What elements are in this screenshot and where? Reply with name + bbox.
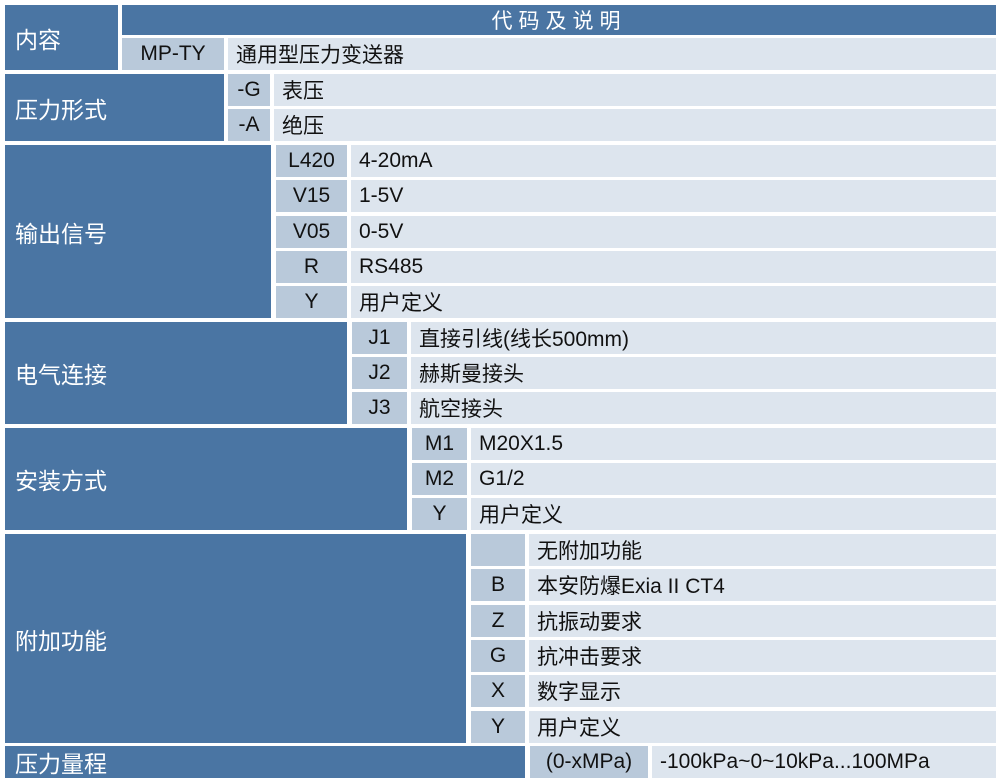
option-desc: RS485: [351, 251, 996, 283]
model-code: MP-TY: [122, 38, 224, 70]
option-code: R: [276, 251, 347, 283]
option-code: Z: [471, 605, 525, 637]
option-code: V05: [276, 216, 347, 248]
option-code: -A: [228, 109, 270, 141]
option-code: Y: [412, 498, 467, 530]
option-desc: 用户定义: [471, 498, 996, 530]
option-desc: 直接引线(线长500mm): [411, 322, 996, 354]
option-code: Y: [471, 711, 525, 743]
option-desc: M20X1.5: [471, 428, 996, 460]
option-desc: 用户定义: [529, 711, 996, 743]
section-label: 压力量程: [5, 746, 525, 778]
option-desc: 1-5V: [351, 180, 996, 212]
option-code: [471, 534, 525, 566]
option-desc: 航空接头: [411, 392, 996, 424]
section-label: 输出信号: [5, 145, 271, 318]
option-desc: 0-5V: [351, 216, 996, 248]
section-label: 压力形式: [5, 74, 224, 141]
option-desc: 绝压: [274, 109, 996, 141]
option-code: J2: [352, 357, 407, 389]
option-code: J1: [352, 322, 407, 354]
option-desc: G1/2: [471, 463, 996, 495]
code-desc-header: 代码及说明: [122, 5, 996, 35]
option-code: B: [471, 569, 525, 601]
option-code: J3: [352, 392, 407, 424]
option-desc: 抗振动要求: [529, 605, 996, 637]
option-code: M2: [412, 463, 467, 495]
option-desc: 无附加功能: [529, 534, 996, 566]
option-desc: 抗冲击要求: [529, 640, 996, 672]
option-code: L420: [276, 145, 347, 177]
content-header: 内容: [5, 5, 118, 70]
section-label: 附加功能: [5, 534, 466, 743]
option-desc: 表压: [274, 74, 996, 106]
option-desc: 4-20mA: [351, 145, 996, 177]
option-code: -G: [228, 74, 270, 106]
section-label: 电气连接: [5, 322, 347, 424]
option-code: X: [471, 675, 525, 707]
option-code: M1: [412, 428, 467, 460]
option-desc: 本安防爆Exia II CT4: [529, 569, 996, 601]
option-desc: -100kPa~0~10kPa...100MPa: [652, 746, 996, 778]
section-label: 安装方式: [5, 428, 407, 530]
option-code: (0-xMPa): [530, 746, 648, 778]
option-code: V15: [276, 180, 347, 212]
model-desc: 通用型压力变送器: [228, 38, 996, 70]
option-desc: 赫斯曼接头: [411, 357, 996, 389]
option-desc: 用户定义: [351, 286, 996, 318]
option-code: G: [471, 640, 525, 672]
option-code: Y: [276, 286, 347, 318]
option-desc: 数字显示: [529, 675, 996, 707]
